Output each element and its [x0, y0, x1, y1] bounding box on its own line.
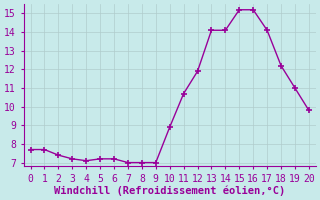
X-axis label: Windchill (Refroidissement éolien,°C): Windchill (Refroidissement éolien,°C): [54, 185, 285, 196]
